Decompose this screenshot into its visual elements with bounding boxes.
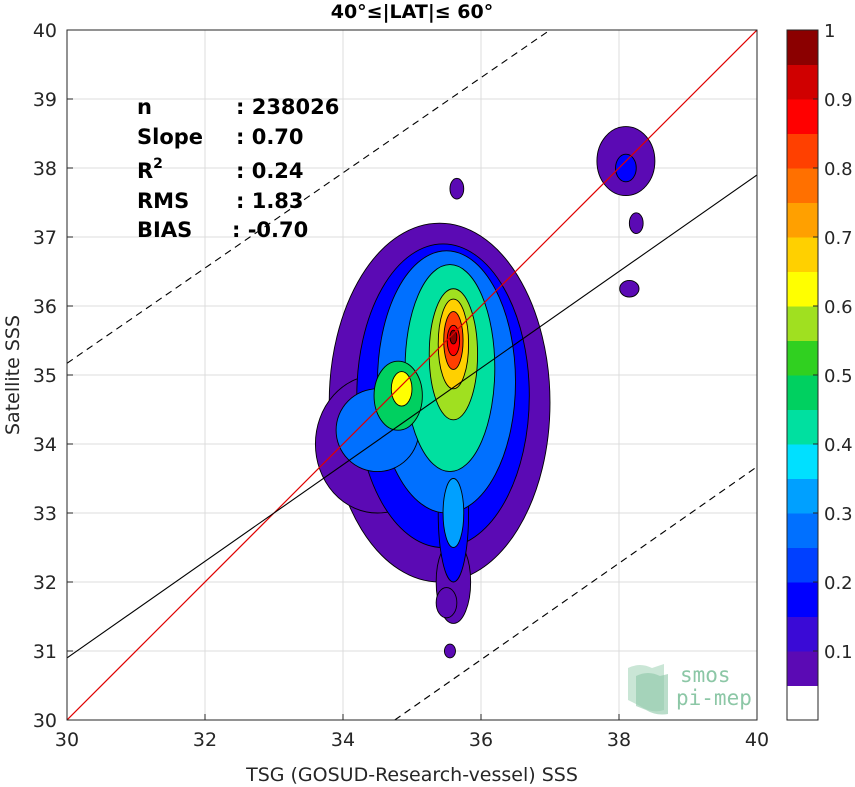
regression-line: [67, 174, 757, 659]
y-tick-label: 35: [33, 365, 57, 387]
x-tick-label: 38: [607, 729, 631, 751]
y-tick-label: 34: [33, 434, 57, 456]
stat-r2-label: R2: [137, 156, 163, 183]
smos-pimep-logo: smos pi-mep: [628, 663, 752, 715]
density-contour: [435, 587, 458, 619]
density-contour: [615, 153, 637, 183]
y-tick-label: 37: [33, 227, 57, 249]
colorbar-segment: [787, 616, 818, 652]
chart-title: 40°≤|LAT|≤ 60°: [331, 1, 494, 23]
stat-rms-label: RMS: [137, 189, 189, 213]
x-tick-label: 34: [331, 729, 355, 751]
colorbar: [787, 30, 818, 721]
colorbar-segment: [787, 513, 818, 548]
stat-slope-value: : 0.70: [236, 125, 304, 149]
density-contour: [628, 212, 644, 234]
colorbar-segment: [787, 685, 818, 721]
colorbar-tick-label: 0.6: [824, 297, 853, 318]
colorbar-segment: [787, 375, 818, 410]
density-contour: [449, 329, 458, 345]
colorbar-segment: [787, 133, 818, 169]
colorbar-segment: [787, 651, 818, 686]
y-tick-label: 39: [33, 89, 57, 111]
reference-lines: [67, 30, 757, 720]
colorbar-segment: [787, 444, 818, 479]
density-contour: [443, 643, 456, 659]
y-tick-label: 36: [33, 296, 57, 318]
x-axis-ticks: 30 32 34 36 38 40: [55, 714, 769, 751]
y-tick-label: 32: [33, 572, 57, 594]
colorbar-segment: [787, 340, 818, 376]
colorbar-tick-label: 0.3: [824, 504, 853, 525]
colorbar-segment: [787, 306, 818, 341]
y-tick-label: 30: [33, 710, 57, 732]
colorbar-tick-label: 0.4: [824, 435, 853, 456]
logo-text-smos: smos: [680, 663, 731, 687]
colorbar-tick-label: 0.7: [824, 228, 853, 249]
colorbar-tick-label: 0.9: [824, 90, 853, 111]
colorbar-segment: [787, 547, 818, 583]
colorbar-tick-label: 0.8: [824, 159, 853, 180]
stat-rms-value: : 1.83: [236, 189, 304, 213]
y-axis-ticks: 30 31 32 33 34 35 36 37 38 39 40: [33, 20, 73, 732]
colorbar-segment: [787, 168, 818, 203]
rms-upper-line: [67, 30, 551, 364]
y-tick-label: 31: [33, 641, 57, 663]
logo-text-pimep: pi-mep: [676, 686, 752, 710]
density-contour: [390, 371, 413, 407]
density-contour: [619, 280, 640, 298]
colorbar-segment: [787, 582, 818, 617]
y-tick-label: 38: [33, 158, 57, 180]
stats-annotation: n : 238026 Slope : 0.70 R2 : 0.24 RMS : …: [137, 95, 339, 242]
colorbar-tick-label: 0.2: [824, 573, 853, 594]
density-contour: [442, 478, 465, 548]
colorbar-tick-label: 0.5: [824, 366, 853, 387]
colorbar-segment: [787, 64, 818, 100]
density-contours: [314, 126, 656, 659]
x-tick-label: 32: [193, 729, 217, 751]
y-axis-label: Satellite SSS: [2, 315, 24, 435]
y-tick-label: 40: [33, 20, 57, 42]
stat-n-value: : 238026: [236, 95, 339, 119]
rms-lower-line: [394, 466, 757, 720]
y-tick-label: 33: [33, 503, 57, 525]
colorbar-segment: [787, 202, 818, 238]
colorbar-ticks: 0.1 0.2 0.3 0.4 0.5 0.6 0.7 0.8 0.9 1: [813, 21, 853, 663]
x-tick-label: 30: [55, 729, 79, 751]
stat-r2-value: : 0.24: [236, 159, 304, 183]
stat-bias-label: BIAS: [137, 218, 192, 242]
density-contour: [449, 177, 465, 200]
colorbar-tick-label: 0.1: [824, 642, 853, 663]
colorbar-segment: [787, 99, 818, 134]
x-tick-label: 40: [745, 729, 769, 751]
stat-n-label: n: [137, 95, 152, 119]
identity-line: [67, 30, 757, 720]
colorbar-segment: [787, 271, 818, 307]
colorbar-tick-label: 1: [824, 21, 835, 42]
stat-bias-value: : -0.70: [232, 218, 308, 242]
colorbar-segment: [787, 478, 818, 514]
colorbar-segment: [787, 30, 818, 65]
colorbar-segment: [787, 237, 818, 272]
stat-slope-label: Slope: [137, 125, 203, 149]
colorbar-segment: [787, 409, 818, 445]
x-tick-label: 36: [469, 729, 493, 751]
logo-wave-icon-2: [636, 673, 668, 715]
x-axis-label: TSG (GOSUD-Research-vessel) SSS: [245, 764, 578, 786]
